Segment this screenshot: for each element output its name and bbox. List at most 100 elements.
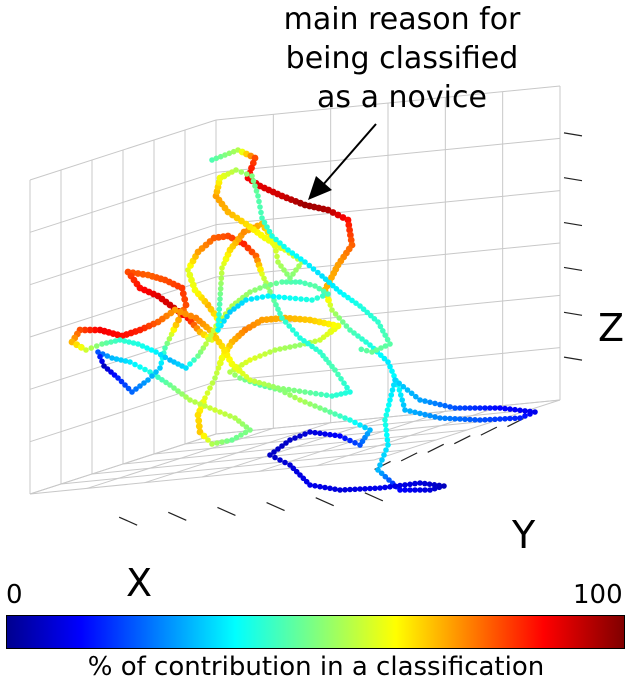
- trajectory-point: [237, 375, 243, 381]
- trajectory-point: [118, 378, 125, 385]
- trajectory-point: [407, 487, 413, 493]
- trajectory-point: [122, 382, 128, 388]
- trajectory-point: [351, 330, 357, 336]
- trajectory-point: [397, 482, 403, 489]
- trajectory-point: [322, 407, 328, 413]
- trajectory-point: [276, 294, 282, 300]
- trajectory-point: [205, 336, 212, 343]
- trajectory-point: [387, 363, 393, 370]
- trajectory-point: [332, 411, 338, 417]
- trajectory-point: [384, 437, 391, 443]
- trajectory-point: [342, 435, 348, 442]
- trajectory-point: [275, 446, 281, 452]
- trajectory-point: [417, 487, 423, 493]
- trajectory-point: [512, 406, 518, 413]
- trajectory-point: [310, 266, 317, 272]
- trajectory-point: [141, 380, 147, 386]
- trajectory-point: [507, 406, 513, 412]
- trajectory-point: [477, 417, 483, 423]
- trajectory-point: [360, 306, 367, 313]
- trajectory-point: [382, 484, 388, 491]
- trajectory-point: [275, 259, 281, 265]
- trajectory-point: [517, 407, 523, 414]
- trajectory-point: [287, 437, 293, 443]
- trajectory-point: [258, 209, 264, 216]
- trajectory-point: [269, 233, 275, 239]
- trajectory-point: [482, 405, 488, 411]
- trajectory-point: [347, 231, 354, 239]
- trajectory-point: [399, 397, 406, 403]
- trajectory-point: [278, 263, 284, 269]
- trajectory-point: [487, 405, 493, 411]
- trajectory-point: [507, 415, 513, 422]
- trajectory-point: [142, 366, 148, 373]
- trajectory-point: [135, 341, 141, 347]
- trajectory-point: [371, 316, 378, 322]
- trajectory-point: [286, 315, 294, 322]
- trajectory-point: [407, 408, 413, 414]
- trajectory-point: [281, 294, 288, 301]
- trajectory-point: [256, 198, 262, 205]
- trajectory-point: [216, 301, 223, 308]
- trajectory-point: [477, 405, 483, 411]
- trajectory-point: [337, 289, 343, 295]
- trajectory-point: [305, 340, 311, 347]
- trajectory-point: [249, 173, 255, 179]
- trajectory-point: [336, 315, 343, 321]
- trajectory-point: [243, 171, 250, 177]
- x-axis-label: X: [126, 561, 153, 605]
- trajectory-point: [267, 281, 274, 288]
- trajectory-point: [343, 323, 350, 329]
- trajectory-point: [267, 349, 273, 355]
- trajectory-point: [322, 484, 328, 491]
- grid-line-back-horizontal: [215, 137, 561, 173]
- trajectory-point: [287, 295, 293, 301]
- trajectory-point: [359, 336, 365, 342]
- trajectory-point: [158, 360, 165, 366]
- trajectory-point: [342, 415, 348, 421]
- trajectory-point: [279, 279, 285, 285]
- trajectory-point: [217, 153, 224, 160]
- trajectory-point: [129, 389, 135, 395]
- trajectory-point: [127, 359, 133, 365]
- annotation-arrow: [308, 123, 377, 200]
- annotation-text: main reason for being classified as a no…: [232, 0, 572, 117]
- trajectory-point: [259, 215, 265, 221]
- trajectory-point: [277, 310, 283, 317]
- trajectory-point: [130, 340, 137, 346]
- trajectory-point: [301, 316, 309, 323]
- trajectory-point: [265, 382, 272, 389]
- trajectory-point: [272, 454, 278, 461]
- trajectory-point: [195, 353, 201, 359]
- trajectory-point: [344, 216, 352, 224]
- trajectory-point: [322, 431, 328, 437]
- trajectory-point: [357, 486, 363, 492]
- trajectory-point: [261, 219, 268, 226]
- trajectory-point: [345, 221, 353, 229]
- trajectory-point: [522, 413, 528, 419]
- trajectory-point: [231, 306, 237, 312]
- trajectory-point: [292, 435, 298, 441]
- trajectory-point: [386, 402, 392, 408]
- trajectory-point: [219, 439, 225, 445]
- trajectory-point: [290, 271, 296, 277]
- trajectory-point: [139, 270, 147, 278]
- trajectory-point: [467, 405, 473, 411]
- trajectory-point: [162, 354, 169, 361]
- trajectory-point: [207, 405, 213, 411]
- trajectory-point: [291, 387, 298, 394]
- trajectory-point: [296, 388, 303, 395]
- trajectory-point: [157, 365, 163, 371]
- trajectory-point: [378, 345, 384, 351]
- trajectory-point: [355, 333, 361, 339]
- trajectory-point: [293, 331, 300, 337]
- trajectory-point: [209, 441, 215, 447]
- trajectory-point: [203, 341, 209, 347]
- trajectory-point: [91, 326, 99, 334]
- z-axis-tick: [563, 221, 583, 227]
- trajectory-point: [413, 393, 419, 400]
- trajectory-point: [340, 319, 346, 325]
- trajectory-point: [307, 281, 313, 288]
- trajectory-point: [315, 269, 321, 276]
